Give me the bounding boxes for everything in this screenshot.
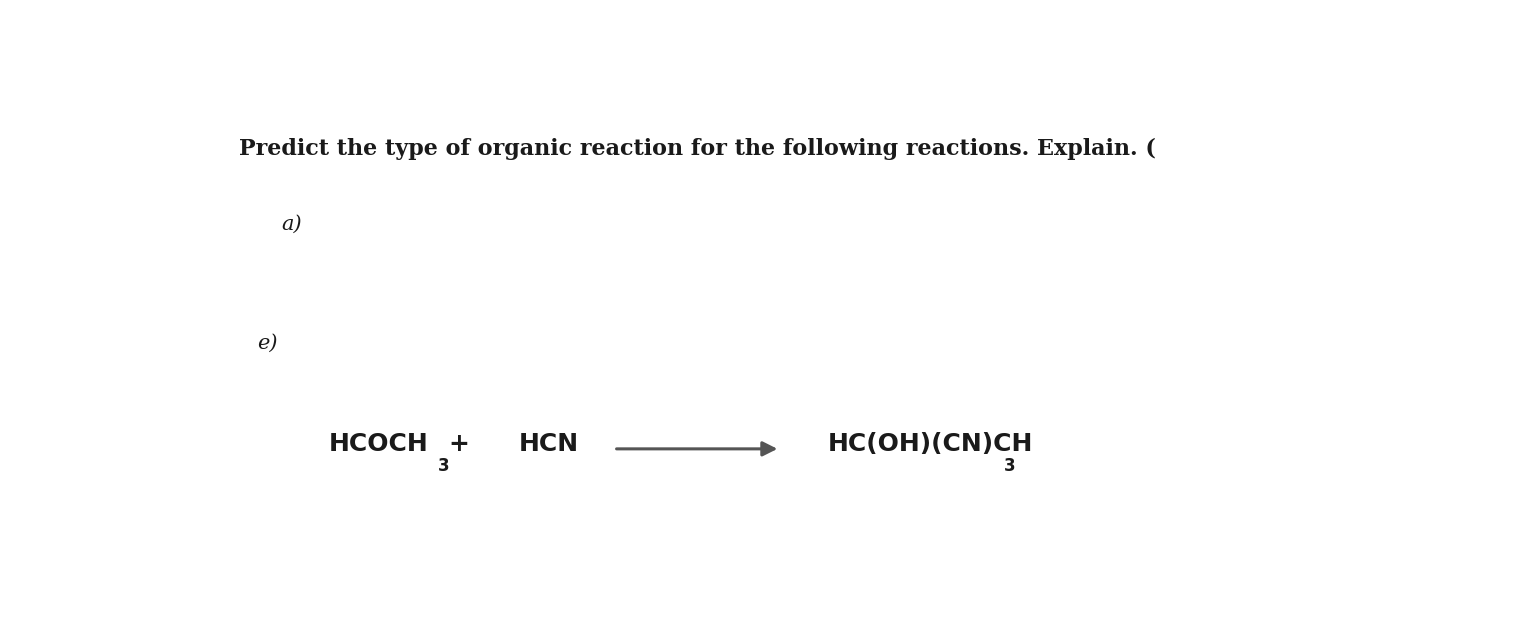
Text: 3: 3 <box>1003 457 1016 475</box>
Text: 3: 3 <box>437 457 449 475</box>
Text: +: + <box>449 433 469 456</box>
Text: a): a) <box>281 215 302 234</box>
Text: HCN: HCN <box>518 433 578 456</box>
Text: Predict the type of organic reaction for the following reactions. Explain. (: Predict the type of organic reaction for… <box>239 138 1157 161</box>
Text: HCOCH: HCOCH <box>328 433 428 456</box>
Text: e): e) <box>258 333 278 353</box>
Text: HC(OH)(CN)CH: HC(OH)(CN)CH <box>828 433 1034 456</box>
